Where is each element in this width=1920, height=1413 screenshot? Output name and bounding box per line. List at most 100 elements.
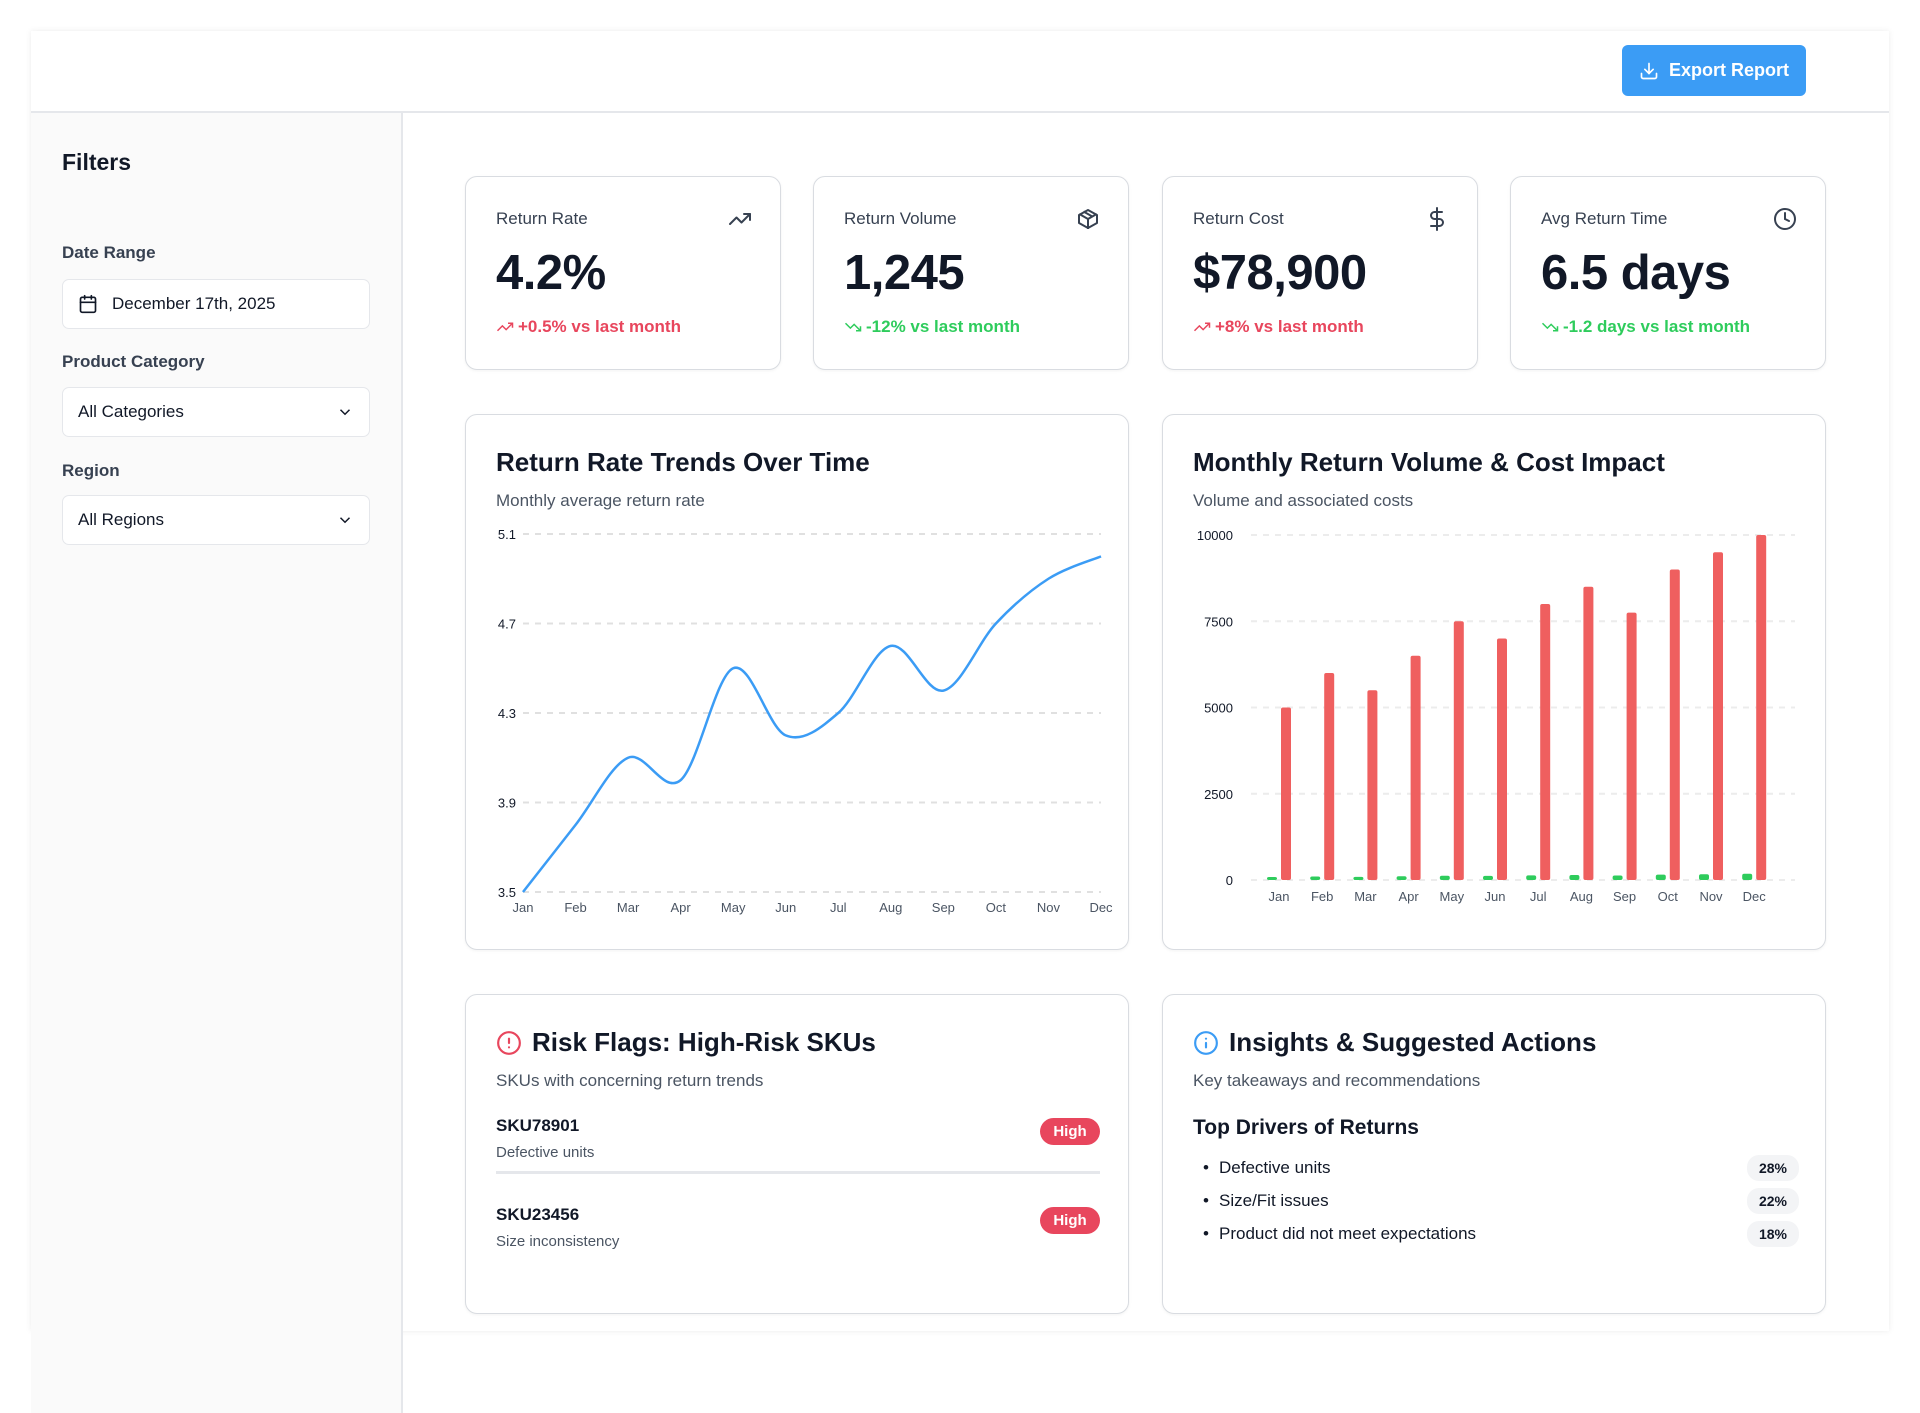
x-tick-label: May	[721, 900, 746, 915]
package-icon	[1076, 207, 1100, 231]
volume-bar	[1569, 875, 1579, 880]
volume-cost-card: Monthly Return Volume & Cost Impact Volu…	[1162, 414, 1826, 950]
kpi-label: Return Cost	[1193, 209, 1284, 229]
sku-list-item[interactable]: SKU23456 Size inconsistency High	[496, 1205, 1100, 1250]
cost-bar	[1324, 673, 1334, 880]
y-tick-label: 4.3	[498, 706, 516, 721]
kpi-delta-text: -1.2 days vs last month	[1563, 317, 1750, 337]
cost-bar	[1281, 708, 1291, 881]
volume-bar	[1656, 875, 1666, 880]
risk-level-badge: High	[1040, 1118, 1100, 1145]
sku-id: SKU23456	[496, 1205, 1100, 1225]
x-tick-label: Nov	[1037, 900, 1061, 915]
x-tick-label: Jun	[1485, 889, 1506, 904]
kpi-label: Return Volume	[844, 209, 956, 229]
sku-reason: Defective units	[496, 1144, 1100, 1161]
cost-bar	[1756, 535, 1766, 880]
x-tick-label: Sep	[1613, 889, 1636, 904]
x-tick-label: Feb	[564, 900, 586, 915]
volume-bar	[1440, 876, 1450, 880]
x-tick-label: Oct	[986, 900, 1007, 915]
insights-card: Insights & Suggested Actions Key takeawa…	[1162, 994, 1826, 1314]
kpi-value: 1,245	[844, 245, 964, 301]
date-range-value: December 17th, 2025	[112, 294, 276, 314]
header: Export Report	[31, 31, 1889, 113]
sku-reason: Size inconsistency	[496, 1233, 1100, 1250]
chevron-down-icon	[336, 403, 354, 421]
card-title: Insights & Suggested Actions	[1229, 1027, 1596, 1058]
kpi-delta: -12% vs last month	[844, 317, 1020, 337]
trending-up-icon	[1193, 318, 1211, 336]
kpi-delta-text: +8% vs last month	[1215, 317, 1364, 337]
region-label: Region	[62, 461, 120, 481]
driver-label: Size/Fit issues	[1219, 1191, 1329, 1211]
return-rate-trend-card: Return Rate Trends Over Time Monthly ave…	[465, 414, 1129, 950]
x-tick-label: Apr	[671, 900, 692, 915]
kpi-delta: -1.2 days vs last month	[1541, 317, 1750, 337]
export-report-button[interactable]: Export Report	[1622, 45, 1806, 96]
kpi-value: 4.2%	[496, 245, 606, 301]
x-tick-label: Jun	[775, 900, 796, 915]
x-tick-label: Jan	[1269, 889, 1290, 904]
export-report-label: Export Report	[1669, 60, 1789, 81]
kpi-label: Avg Return Time	[1541, 209, 1667, 229]
risk-flags-card: Risk Flags: High-Risk SKUs SKUs with con…	[465, 994, 1129, 1314]
y-tick-label: 3.5	[498, 885, 516, 900]
card-subtitle: SKUs with concerning return trends	[496, 1071, 763, 1091]
sku-id: SKU78901	[496, 1116, 1100, 1136]
product-category-select[interactable]: All Categories	[62, 387, 370, 437]
date-range-picker[interactable]: December 17th, 2025	[62, 279, 370, 329]
cost-bar	[1713, 552, 1723, 880]
kpi-card-return-volume: Return Volume 1,245 -12% vs last month	[813, 176, 1129, 370]
volume-bar	[1699, 874, 1709, 880]
volume-bar	[1310, 877, 1320, 880]
driver-label: Defective units	[1219, 1158, 1331, 1178]
region-select[interactable]: All Regions	[62, 495, 370, 545]
bullet: •	[1193, 1158, 1219, 1178]
x-tick-label: Feb	[1311, 889, 1333, 904]
x-tick-label: Jul	[1530, 889, 1547, 904]
kpi-card-return-rate: Return Rate 4.2% +0.5% vs last month	[465, 176, 781, 370]
calendar-icon	[78, 294, 98, 314]
y-tick-label: 2500	[1204, 787, 1233, 802]
volume-bar	[1267, 877, 1277, 880]
x-tick-label: Mar	[1354, 889, 1377, 904]
trending-up-icon	[728, 207, 752, 231]
volume-bar	[1353, 877, 1363, 880]
kpi-card-return-cost: Return Cost $78,900 +8% vs last month	[1162, 176, 1478, 370]
cost-bar	[1367, 690, 1377, 880]
cost-bar	[1540, 604, 1550, 880]
x-tick-label: Jul	[830, 900, 847, 915]
kpi-delta: +0.5% vs last month	[496, 317, 681, 337]
volume-bar	[1742, 874, 1752, 880]
product-category-label: Product Category	[62, 352, 205, 372]
cost-bar	[1454, 621, 1464, 880]
y-tick-label: 4.7	[498, 617, 516, 632]
trending-up-icon	[496, 318, 514, 336]
volume-bar	[1526, 875, 1536, 880]
kpi-value: $78,900	[1193, 245, 1367, 301]
clock-icon	[1773, 207, 1797, 231]
kpi-card-avg-return-time: Avg Return Time 6.5 days -1.2 days vs la…	[1510, 176, 1826, 370]
x-tick-label: Sep	[932, 900, 955, 915]
x-tick-label: Apr	[1398, 889, 1419, 904]
sku-list-item[interactable]: SKU78901 Defective units High	[496, 1116, 1100, 1174]
y-tick-label: 5000	[1204, 701, 1233, 716]
product-category-value: All Categories	[78, 402, 184, 422]
risk-level-badge: High	[1040, 1207, 1100, 1234]
cost-bar	[1627, 613, 1637, 880]
card-title: Risk Flags: High-Risk SKUs	[532, 1027, 876, 1058]
cost-bar	[1583, 587, 1593, 880]
x-tick-label: Dec	[1743, 889, 1767, 904]
x-tick-label: May	[1440, 889, 1465, 904]
x-tick-label: Mar	[617, 900, 640, 915]
filters-sidebar: Filters Date Range December 17th, 2025 P…	[31, 113, 403, 1413]
x-tick-label: Oct	[1658, 889, 1679, 904]
y-tick-label: 0	[1226, 873, 1233, 888]
drivers-heading: Top Drivers of Returns	[1193, 1116, 1419, 1140]
card-subtitle: Key takeaways and recommendations	[1193, 1071, 1480, 1091]
date-range-label: Date Range	[62, 243, 156, 263]
